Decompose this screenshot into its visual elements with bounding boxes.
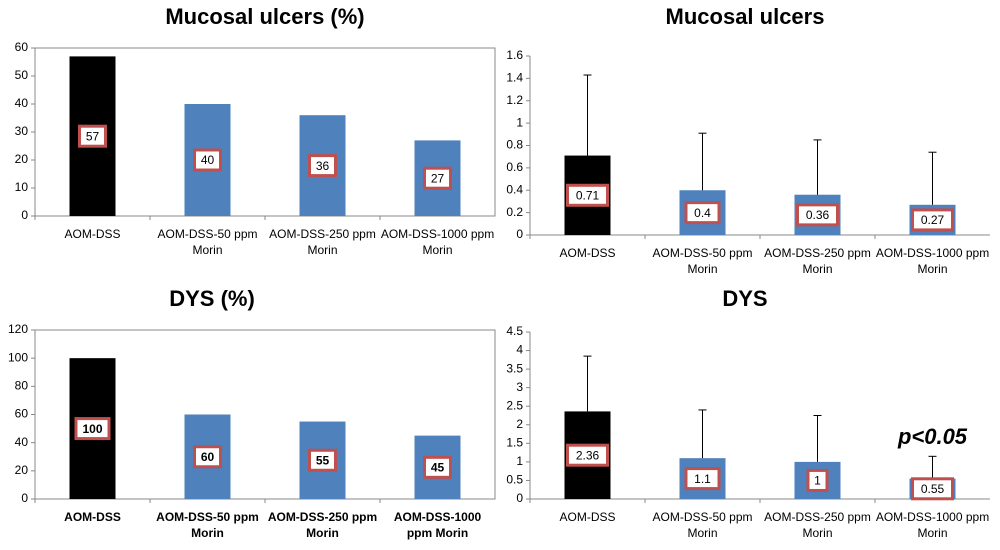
x-tick-label: AOM-DSS <box>559 510 616 524</box>
x-tick-label: AOM-DSS <box>64 227 121 241</box>
value-label-box <box>566 183 609 207</box>
y-tick-label: 0.4 <box>506 182 523 196</box>
value-label: 0.55 <box>921 482 945 496</box>
value-label-box <box>806 468 829 492</box>
chart-title: Mucosal ulcers (%) <box>165 4 364 29</box>
value-label: 0.71 <box>576 188 600 202</box>
y-tick-label: 4 <box>516 343 523 357</box>
value-label: 2.36 <box>576 448 600 462</box>
value-label-box <box>193 445 222 469</box>
y-tick-label: 0 <box>21 491 28 505</box>
y-tick-label: 4.5 <box>506 324 523 338</box>
y-tick-label: 50 <box>15 68 29 82</box>
value-label: 1 <box>814 474 821 488</box>
value-label: 0.4 <box>694 206 711 220</box>
y-tick-label: 0.5 <box>506 473 523 487</box>
y-tick-label: 120 <box>8 322 28 336</box>
value-label: 57 <box>86 129 100 143</box>
value-label-box <box>423 455 452 479</box>
x-tick-label: AOM-DSS <box>64 510 121 524</box>
y-tick-label: 3.5 <box>506 361 523 375</box>
y-tick-label: 100 <box>8 350 28 364</box>
y-tick-label: 1 <box>516 115 523 129</box>
y-tick-label: 2 <box>516 417 523 431</box>
value-label-box <box>78 124 107 148</box>
y-tick-label: 3 <box>516 380 523 394</box>
value-label-box <box>308 448 337 472</box>
y-tick-label: 20 <box>15 463 29 477</box>
y-tick-label: 2.5 <box>506 398 523 412</box>
x-tick-label: AOM-DSS-250 ppm Morin <box>269 227 376 257</box>
y-tick-label: 1.6 <box>506 48 523 62</box>
x-tick-label: AOM-DSS-50 ppm Morin <box>652 510 753 540</box>
y-tick-label: 30 <box>15 124 29 138</box>
x-tick-label: AOM-DSS <box>559 246 616 260</box>
value-label-box <box>684 201 721 225</box>
x-tick-label: AOM-DSS-1000 ppm Morin <box>875 510 990 540</box>
chart-title: Mucosal ulcers <box>666 4 825 29</box>
value-label-box <box>74 417 111 441</box>
y-tick-label: 80 <box>15 379 29 393</box>
value-label: 40 <box>201 153 215 167</box>
annotation: p<0.05 <box>897 424 968 449</box>
value-label: 27 <box>431 171 445 185</box>
y-tick-label: 40 <box>15 96 29 110</box>
value-label-box <box>911 208 954 232</box>
value-label: 36 <box>316 159 330 173</box>
x-tick-label: AOM-DSS-1000 ppm Morin <box>875 246 990 276</box>
y-tick-label: 1.2 <box>506 93 523 107</box>
value-label: 60 <box>201 450 215 464</box>
value-label-box <box>423 166 452 190</box>
value-label-box <box>566 443 609 467</box>
y-tick-label: 60 <box>15 407 29 421</box>
y-tick-label: 10 <box>15 180 29 194</box>
y-tick-label: 0.8 <box>506 138 523 152</box>
y-tick-label: 40 <box>15 435 29 449</box>
chart-title: DYS <box>722 286 767 311</box>
value-label: 100 <box>82 422 102 436</box>
value-label-box <box>193 148 222 172</box>
y-tick-label: 20 <box>15 152 29 166</box>
chart-title: DYS (%) <box>169 286 255 311</box>
value-label: 0.27 <box>921 213 945 227</box>
x-tick-label: AOM-DSS-250 ppm Morin <box>764 246 871 276</box>
y-tick-label: 0.6 <box>506 160 523 174</box>
x-tick-label: AOM-DSS-250 ppm Morin <box>764 510 871 540</box>
y-tick-label: 1.4 <box>506 71 523 85</box>
x-tick-label: AOM-DSS-1000 ppm Morin <box>380 227 495 257</box>
y-tick-label: 60 <box>15 40 29 54</box>
y-tick-label: 1 <box>516 454 523 468</box>
value-label-box <box>911 477 954 501</box>
value-label-box <box>308 154 337 178</box>
y-tick-label: 1.5 <box>506 436 523 450</box>
y-tick-label: 0 <box>516 491 523 505</box>
y-tick-label: 0.2 <box>506 205 523 219</box>
y-tick-label: 0 <box>21 208 28 222</box>
y-tick-label: 0 <box>516 227 523 241</box>
x-tick-label: AOM-DSS-1000 ppm Morin <box>393 510 482 540</box>
value-label: 0.36 <box>806 208 830 222</box>
value-label: 55 <box>316 453 330 467</box>
x-tick-label: AOM-DSS-50 ppm Morin <box>156 510 259 540</box>
value-label: 45 <box>431 460 445 474</box>
value-label-box <box>684 467 721 491</box>
value-label: 1.1 <box>694 472 711 486</box>
value-label-box <box>796 203 839 227</box>
x-tick-label: AOM-DSS-50 ppm Morin <box>157 227 258 257</box>
x-tick-label: AOM-DSS-250 ppm Morin <box>267 510 378 540</box>
x-tick-label: AOM-DSS-50 ppm Morin <box>652 246 753 276</box>
